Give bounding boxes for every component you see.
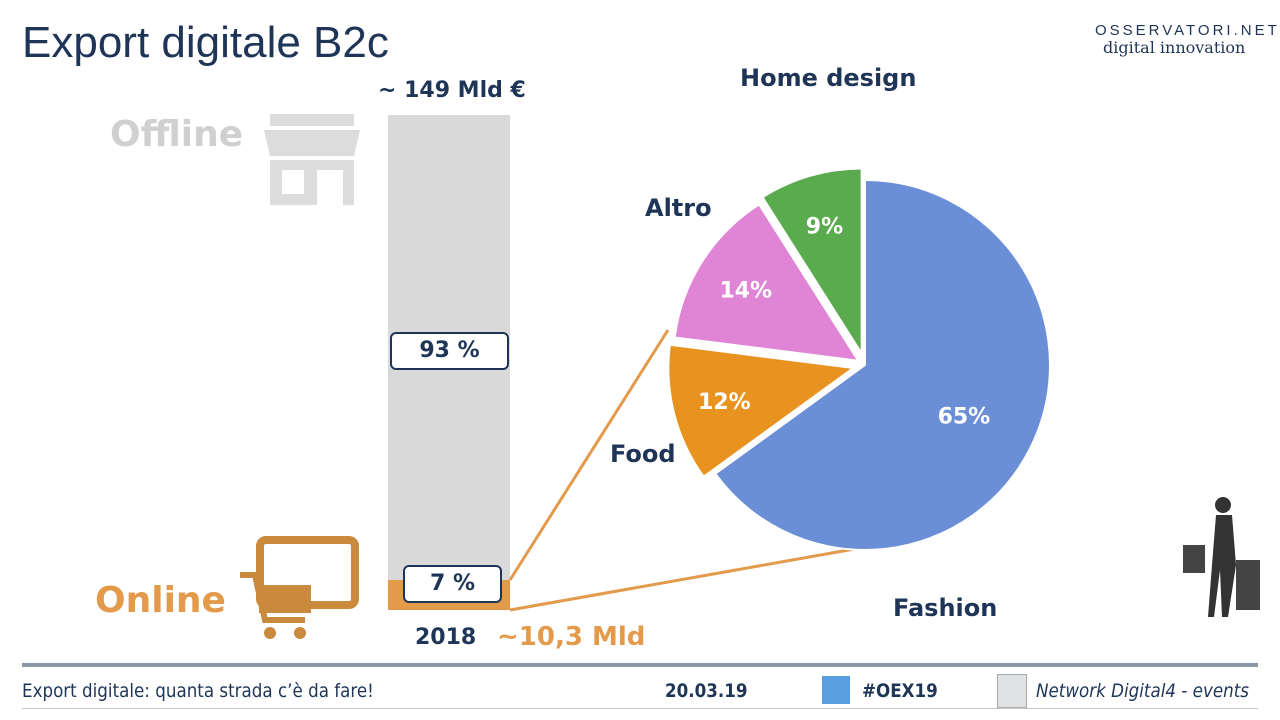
footer-bottom-divider [22,708,1258,709]
pie-value-label: 65% [938,404,991,429]
logo-tagline: digital innovation [1103,38,1246,57]
pie-label-food: Food [610,440,676,468]
offline-percent: 93 % [419,338,480,363]
footer-subtitle: Export digitale: quanta strada c’è da fa… [22,680,374,702]
pie-value-label: 14% [719,278,772,303]
connector-bottom [509,546,861,612]
pie-label-fashion: Fashion [893,594,998,622]
store-icon [264,114,360,205]
bar-year-label: 2018 [415,625,477,650]
pie-value-label: 12% [698,390,751,415]
footer-network: Network Digital4 - events [1036,680,1249,702]
total-label: ~ 149 Mld € [378,78,526,103]
footer-hashtag: #OEX19 [862,680,938,702]
pie-chart: 65% 12% 14% 9% [667,167,1051,551]
footer-divider [22,663,1258,667]
pie-slice-fashion [713,178,1051,551]
pie-slice-food [667,343,857,479]
pie-label-home-design: Home design [740,64,917,92]
online-label: Online [95,580,226,621]
footer-date: 20.03.19 [665,680,748,702]
online-value-label: ~10,3 Mld [497,622,646,652]
online-percent-box: 7 % [403,565,502,603]
logo-osservatori: OSSERVATORI.NET [1095,22,1280,39]
events-calendar-icon [997,674,1027,708]
pie-label-altro: Altro [645,194,712,222]
laptop-cart-icon [240,536,359,639]
online-percent: 7 % [429,571,475,596]
offline-percent-box: 93 % [390,332,509,370]
offline-label: Offline [110,114,244,155]
twitter-icon [822,676,850,704]
shopper-silhouette-icon [1183,497,1260,617]
pie-value-label: 9% [806,215,843,240]
connector-top [508,329,670,581]
pie-slice-altro [673,203,861,362]
pie-slice-home-design [761,167,863,357]
page-title: Export digitale B2c [22,18,389,67]
